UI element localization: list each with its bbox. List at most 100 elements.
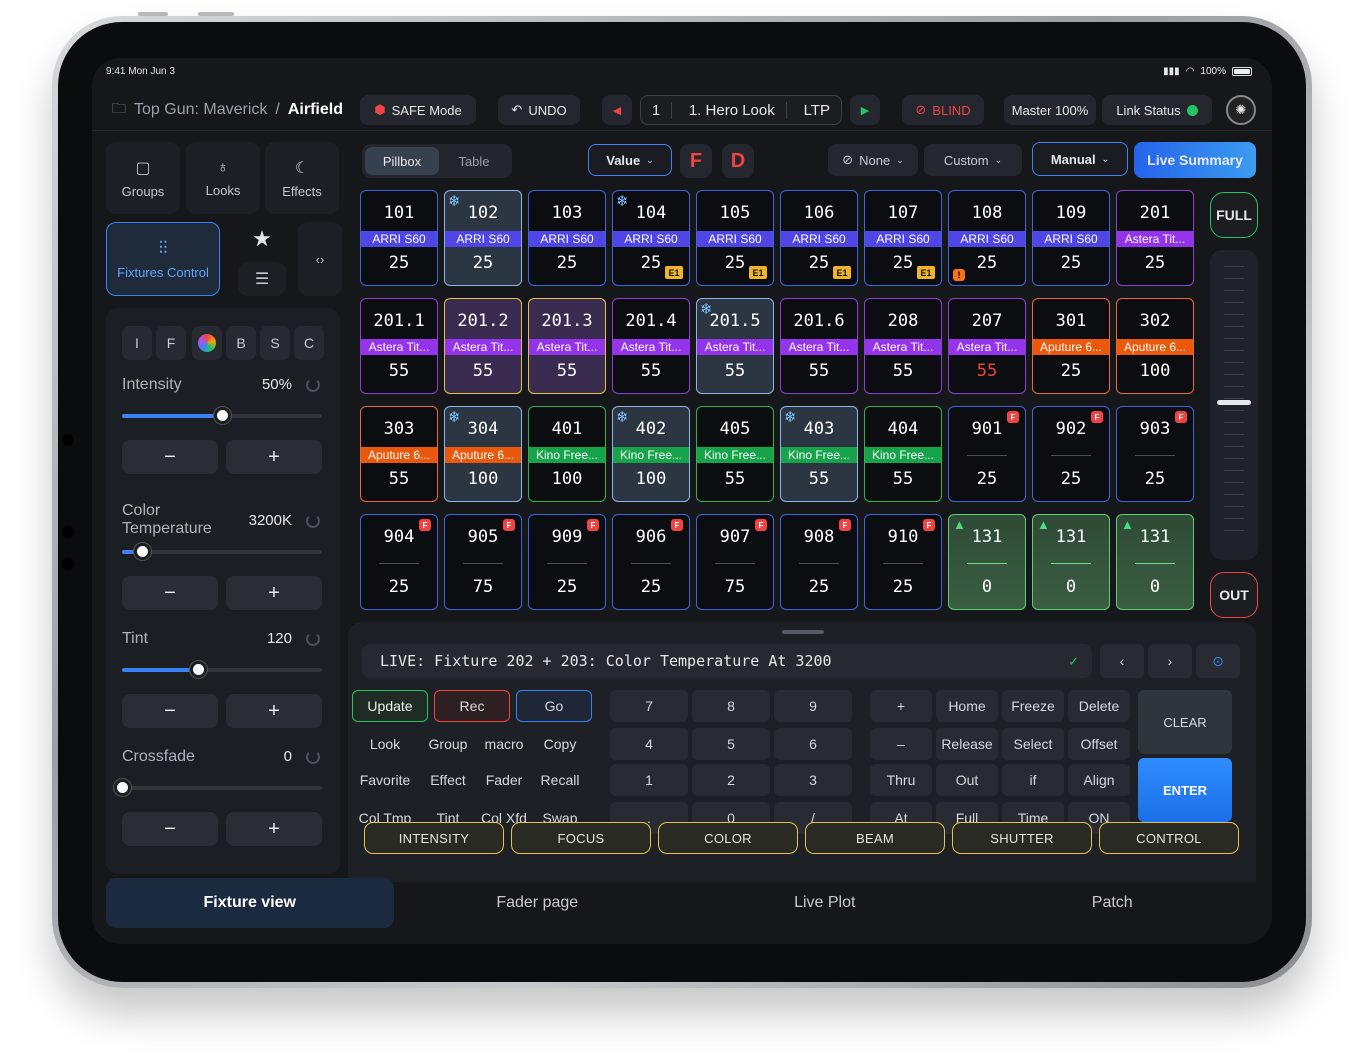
fixture-tile[interactable]: 201 Astera Tit... 25 [1116, 190, 1194, 286]
tab-fixtures-control[interactable]: ⫶⫶ Fixtures Control [106, 222, 220, 296]
keypad-key[interactable]: Thru [870, 764, 932, 796]
increment-button[interactable]: + [226, 812, 322, 846]
mode-shutter[interactable]: S [260, 326, 290, 360]
fixture-tile[interactable]: 907 75 F [696, 514, 774, 610]
fixture-tile[interactable]: 302 Aputure 6... 100 [1116, 298, 1194, 394]
table-tab[interactable]: Table [458, 153, 490, 169]
fixture-tile[interactable]: 404 Kino Free... 55 [864, 406, 942, 502]
keypad-key[interactable]: Freeze [1002, 690, 1064, 722]
keypad-key[interactable]: Effect [430, 772, 466, 788]
undo-button[interactable]: ↶ UNDO [498, 95, 580, 125]
keypad-key[interactable]: Group [428, 736, 468, 752]
master-button[interactable]: Master 100% [1004, 95, 1096, 125]
value-dropdown[interactable]: Value ⌄ [588, 144, 672, 176]
keypad-key[interactable]: Go [516, 690, 592, 722]
keypad-key[interactable]: – [870, 728, 932, 760]
nav-patch[interactable]: Patch [969, 878, 1257, 928]
param-slider[interactable] [122, 407, 322, 424]
clear-button[interactable]: CLEAR [1138, 690, 1232, 754]
reset-icon[interactable] [306, 514, 320, 528]
mode-control[interactable]: C [294, 326, 324, 360]
list-button[interactable]: ☰ [238, 262, 286, 296]
category-button[interactable]: BEAM [805, 822, 945, 854]
fixture-tile[interactable]: 105 ARRI S60 25 E1 [696, 190, 774, 286]
tab-looks[interactable]: ♁ Looks [186, 142, 260, 214]
param-slider[interactable] [114, 779, 322, 796]
blind-button[interactable]: ⊘ BLIND [902, 95, 984, 125]
keypad-key[interactable]: Release [936, 728, 998, 760]
command-line[interactable]: LIVE: Fixture 202 + 203: Color Temperatu… [362, 644, 1092, 678]
custom-dropdown[interactable]: Custom ⌄ [924, 144, 1022, 176]
fixture-tile[interactable]: 208 Astera Tit... 55 [864, 298, 942, 394]
decrement-button[interactable]: − [122, 694, 218, 728]
keypad-key[interactable]: + [870, 690, 932, 722]
fixture-tile[interactable]: 405 Kino Free... 55 [696, 406, 774, 502]
fixture-tile[interactable]: 201.1 Astera Tit... 55 [360, 298, 438, 394]
fixture-tile[interactable]: 903 25 F [1116, 406, 1194, 502]
keypad-key[interactable]: Copy [543, 736, 577, 752]
keypad-key[interactable]: Delete [1068, 690, 1130, 722]
category-button[interactable]: SHUTTER [952, 822, 1092, 854]
fixture-tile[interactable]: 909 25 F [528, 514, 606, 610]
fixture-tile[interactable]: 906 25 F [612, 514, 690, 610]
mode-color[interactable] [192, 326, 222, 360]
mode-focus[interactable]: F [156, 326, 186, 360]
keypad-key[interactable]: Offset [1068, 728, 1130, 760]
prev-cue-button[interactable]: ◀ [602, 95, 632, 125]
prev-button[interactable]: ‹ [1100, 644, 1144, 678]
fixture-tile[interactable]: 402 Kino Free... 100 ❄ [612, 406, 690, 502]
reset-icon[interactable] [306, 632, 320, 646]
drag-handle[interactable] [782, 630, 824, 634]
keypad-key[interactable]: 3 [774, 764, 852, 796]
pillbox-tab[interactable]: Pillbox [365, 147, 439, 175]
fixture-tile[interactable]: 207 Astera Tit... 55 [948, 298, 1026, 394]
decrement-button[interactable]: − [122, 440, 218, 474]
none-dropdown[interactable]: ⊘ None ⌄ [828, 144, 918, 176]
increment-button[interactable]: + [226, 440, 322, 474]
category-button[interactable]: COLOR [658, 822, 798, 854]
keypad-key[interactable]: Rec [434, 690, 510, 722]
keypad-key[interactable]: 1 [610, 764, 688, 796]
keypad-key[interactable]: 9 [774, 690, 852, 722]
fixture-tile[interactable]: 103 ARRI S60 25 [528, 190, 606, 286]
category-button[interactable]: INTENSITY [364, 822, 504, 854]
keypad-key[interactable]: 7 [610, 690, 688, 722]
fixture-tile[interactable]: 201.4 Astera Tit... 55 [612, 298, 690, 394]
next-button[interactable]: › [1148, 644, 1192, 678]
keypad-key[interactable]: Update [352, 690, 428, 722]
master-fader[interactable] [1210, 250, 1258, 560]
category-button[interactable]: FOCUS [511, 822, 651, 854]
param-slider[interactable] [122, 543, 322, 560]
reset-icon[interactable] [306, 378, 320, 392]
slider-knob[interactable] [190, 661, 207, 678]
fixture-tile[interactable]: 901 25 F [948, 406, 1026, 502]
fixture-tile[interactable]: 902 25 F [1032, 406, 1110, 502]
fixture-tile[interactable]: 201.6 Astera Tit... 55 [780, 298, 858, 394]
cue-display[interactable]: 1 1. Hero Look LTP [640, 95, 842, 125]
breadcrumb[interactable]: 🗀 Top Gun: Maverick / Airfield [112, 98, 343, 122]
keypad-key[interactable]: if [1002, 764, 1064, 796]
fixture-tile[interactable]: 104 ARRI S60 25 ❄ E1 [612, 190, 690, 286]
decrement-button[interactable]: − [122, 812, 218, 846]
fixture-tile[interactable]: 301 Aputure 6... 25 [1032, 298, 1110, 394]
fixture-tile[interactable]: 201.3 Astera Tit... 55 [528, 298, 606, 394]
fixture-tile[interactable]: 101 ARRI S60 25 [360, 190, 438, 286]
slider-knob[interactable] [114, 779, 131, 796]
category-button[interactable]: CONTROL [1099, 822, 1239, 854]
f-button[interactable]: F [680, 144, 712, 178]
mode-intensity[interactable]: I [122, 326, 152, 360]
increment-button[interactable]: + [226, 694, 322, 728]
param-slider[interactable] [122, 661, 322, 678]
fixture-tile[interactable]: 106 ARRI S60 25 E1 [780, 190, 858, 286]
keypad-key[interactable]: 2 [692, 764, 770, 796]
nav-fixture-view[interactable]: Fixture view [106, 878, 394, 928]
slider-knob[interactable] [214, 407, 231, 424]
fixture-tile[interactable]: 401 Kino Free... 100 [528, 406, 606, 502]
fixture-tile[interactable]: 904 25 F [360, 514, 438, 610]
upload-icon[interactable]: ⊙ [1196, 644, 1240, 678]
fixture-tile[interactable]: 131 0 ▲ [1116, 514, 1194, 610]
settings-gear-icon[interactable]: ✺ [1226, 95, 1256, 125]
keypad-key[interactable]: Recall [540, 772, 580, 788]
tab-effects[interactable]: ☾ Effects [265, 142, 339, 214]
out-button[interactable]: OUT [1210, 572, 1258, 618]
